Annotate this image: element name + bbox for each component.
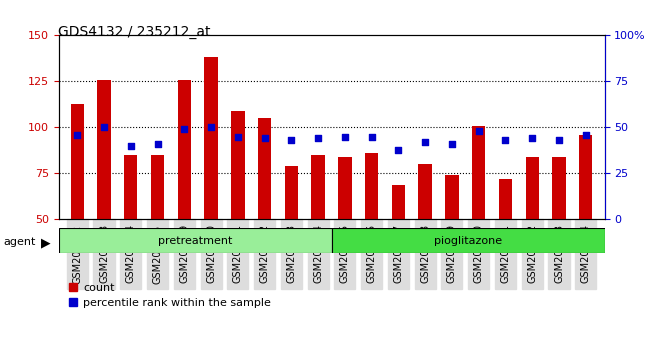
- FancyBboxPatch shape: [332, 228, 604, 253]
- Point: [500, 137, 511, 143]
- Bar: [124, 155, 137, 312]
- Point: [152, 141, 162, 147]
- Bar: [177, 80, 191, 312]
- Bar: [526, 157, 539, 312]
- Bar: [445, 175, 459, 312]
- Bar: [579, 135, 592, 312]
- Bar: [151, 155, 164, 312]
- Point: [447, 141, 457, 147]
- Bar: [499, 179, 512, 312]
- Point: [72, 132, 83, 138]
- Bar: [258, 118, 271, 312]
- Bar: [472, 126, 486, 312]
- Text: pretreatment: pretreatment: [158, 236, 232, 246]
- FancyBboxPatch shape: [58, 228, 332, 253]
- Point: [179, 126, 190, 132]
- Bar: [552, 157, 566, 312]
- Legend: count, percentile rank within the sample: count, percentile rank within the sample: [64, 278, 275, 313]
- Text: agent: agent: [3, 238, 36, 247]
- Point: [259, 136, 270, 141]
- Bar: [285, 166, 298, 312]
- Bar: [204, 57, 218, 312]
- Text: ▶: ▶: [41, 236, 51, 249]
- Bar: [419, 164, 432, 312]
- Bar: [338, 157, 352, 312]
- Point: [206, 125, 216, 130]
- Point: [473, 128, 484, 134]
- Point: [286, 137, 296, 143]
- Point: [393, 147, 404, 152]
- Point: [420, 139, 430, 145]
- Point: [367, 134, 377, 139]
- Bar: [98, 80, 111, 312]
- Bar: [311, 155, 325, 312]
- Point: [340, 134, 350, 139]
- Bar: [71, 103, 84, 312]
- Point: [554, 137, 564, 143]
- Bar: [392, 184, 405, 312]
- Bar: [231, 111, 244, 312]
- Point: [125, 143, 136, 149]
- Text: pioglitazone: pioglitazone: [434, 236, 502, 246]
- Bar: [365, 153, 378, 312]
- Point: [233, 134, 243, 139]
- Point: [580, 132, 591, 138]
- Point: [313, 136, 323, 141]
- Point: [527, 136, 538, 141]
- Point: [99, 125, 109, 130]
- Text: GDS4132 / 235212_at: GDS4132 / 235212_at: [58, 25, 211, 39]
